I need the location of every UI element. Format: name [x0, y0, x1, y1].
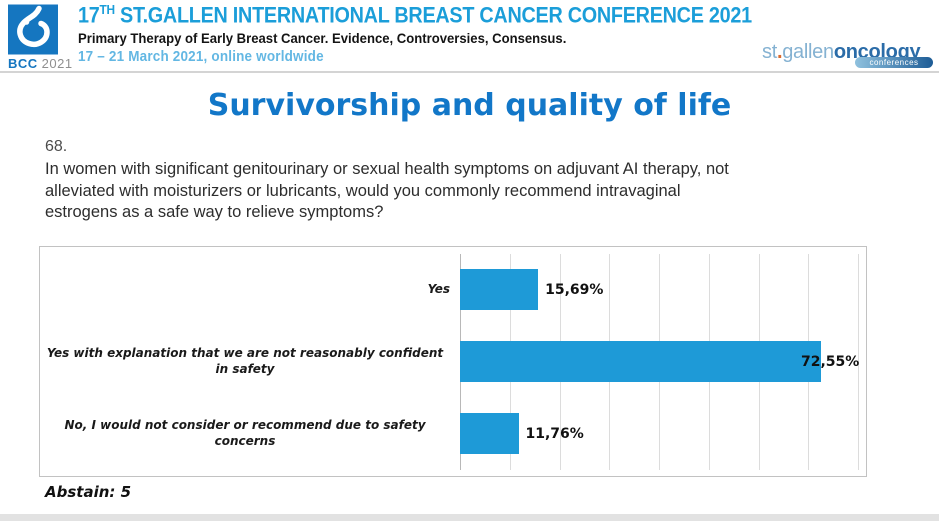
conference-title: 17TH ST.GALLEN INTERNATIONAL BREAST CANC…	[78, 2, 752, 28]
chart-bar	[460, 413, 519, 454]
question-line: estrogens as a safe way to relieve sympt…	[45, 203, 384, 221]
chart-row: Yes with explanation that we are not rea…	[40, 326, 866, 398]
chart-row: Yes 15,69%	[40, 254, 866, 326]
bar-track: 11,76%	[460, 398, 866, 470]
category-label: Yes	[427, 282, 450, 297]
chart-bar	[460, 269, 539, 310]
conference-title-ordinal: TH	[99, 2, 115, 17]
category-label: No, I would not consider or recommend du…	[64, 418, 426, 448]
category-label: Yes with explanation that we are not rea…	[46, 346, 444, 376]
bar-track: 15,69%	[460, 254, 866, 326]
question-number: 68.	[45, 138, 68, 155]
bar-value-label: 11,76%	[525, 426, 584, 442]
bcc-acronym: BCC	[8, 56, 38, 71]
chart-row: No, I would not consider or recommend du…	[40, 398, 866, 470]
question-line: In women with significant genitourinary …	[45, 160, 729, 178]
conferences-badge: conferences	[855, 57, 933, 68]
bar-value-label: 72,55%	[801, 354, 860, 370]
chart-rows: Yes 15,69% Yes with explanation that we ar…	[40, 254, 866, 470]
question-text: In women with significant genitourinary …	[45, 159, 729, 224]
question-line: alleviated with moisturizers or lubrican…	[45, 181, 681, 200]
bcc-logo-caption: BCC 2021	[8, 56, 73, 71]
conference-title-number: 17	[78, 2, 100, 28]
stgallen-logo-gallen: gallen	[782, 41, 834, 63]
conference-title-text: ST.GALLEN INTERNATIONAL BREAST CANCER CO…	[114, 2, 752, 28]
bar-track: 72,55%	[460, 326, 866, 398]
abstain-note: Abstain: 5	[45, 483, 132, 501]
chart-panel: Yes 15,69% Yes with explanation that we ar…	[39, 246, 867, 477]
conference-dates: 17 – 21 March 2021, online worldwide	[78, 49, 324, 65]
bcc-logo-icon	[8, 4, 58, 55]
gridline	[858, 254, 859, 470]
chart-bar	[460, 341, 821, 382]
conference-subtitle: Primary Therapy of Early Breast Cancer. …	[78, 31, 567, 46]
bcc-year: 2021	[41, 56, 73, 71]
bar-value-label: 15,69%	[545, 282, 604, 298]
bottom-strip	[0, 514, 939, 521]
header-divider	[0, 71, 939, 73]
stgallen-logo-st: st	[762, 41, 777, 63]
slide-title: Survivorship and quality of life	[207, 88, 732, 123]
stgallen-logo-dot: .	[776, 41, 783, 63]
